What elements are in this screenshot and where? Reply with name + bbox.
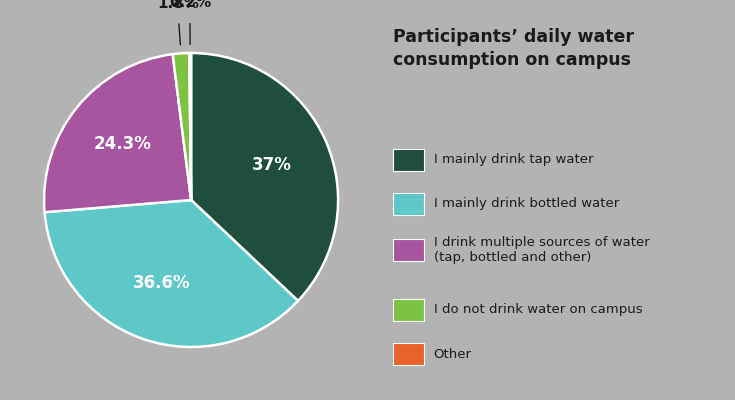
Text: I mainly drink tap water: I mainly drink tap water	[434, 154, 593, 166]
Text: 1.8%: 1.8%	[158, 0, 200, 11]
Text: 37%: 37%	[252, 156, 292, 174]
Text: Participants’ daily water
consumption on campus: Participants’ daily water consumption on…	[393, 28, 634, 69]
Text: I drink multiple sources of water
(tap, bottled and other): I drink multiple sources of water (tap, …	[434, 236, 650, 264]
Text: 0.2%: 0.2%	[169, 0, 211, 10]
Wedge shape	[191, 53, 338, 301]
Wedge shape	[45, 200, 298, 347]
Text: I do not drink water on campus: I do not drink water on campus	[434, 304, 642, 316]
Wedge shape	[189, 53, 191, 200]
Text: 36.6%: 36.6%	[133, 274, 191, 292]
Text: I mainly drink bottled water: I mainly drink bottled water	[434, 198, 619, 210]
Text: 24.3%: 24.3%	[93, 136, 151, 154]
Text: Other: Other	[434, 348, 472, 360]
Wedge shape	[44, 54, 191, 212]
Wedge shape	[173, 53, 191, 200]
